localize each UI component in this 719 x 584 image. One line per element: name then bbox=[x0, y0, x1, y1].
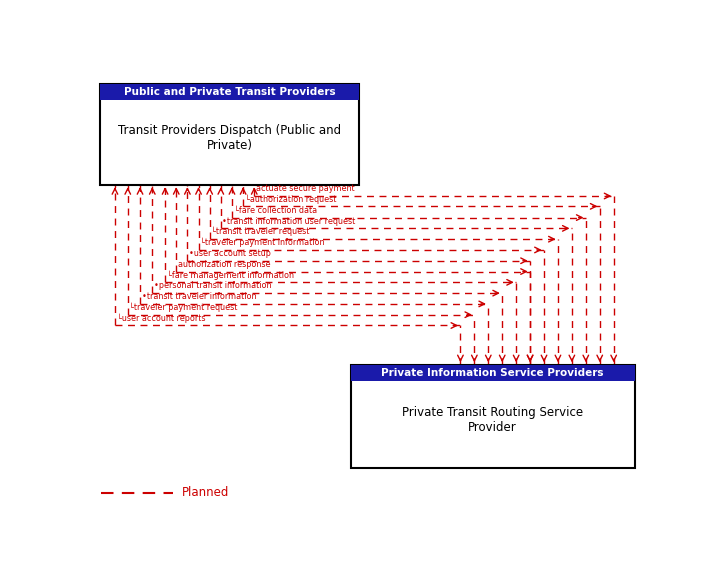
Text: •user account setup: •user account setup bbox=[189, 249, 271, 258]
Text: └traveler payment request: └traveler payment request bbox=[129, 303, 238, 312]
Bar bbox=[100, 84, 359, 100]
Text: └user account reports: └user account reports bbox=[116, 314, 205, 323]
Text: └transit traveler request: └transit traveler request bbox=[211, 227, 310, 237]
Text: actuate secure payment: actuate secure payment bbox=[256, 185, 354, 193]
Text: authorization response: authorization response bbox=[178, 260, 270, 269]
Text: •transit information user request: •transit information user request bbox=[222, 217, 356, 225]
Text: └traveler payment information: └traveler payment information bbox=[200, 238, 325, 247]
Bar bbox=[351, 364, 635, 468]
Text: └authorization request: └authorization request bbox=[244, 194, 336, 204]
Text: •transit traveler information: •transit traveler information bbox=[142, 292, 256, 301]
Bar bbox=[351, 364, 635, 381]
Text: Private Transit Routing Service
Provider: Private Transit Routing Service Provider bbox=[402, 406, 583, 434]
Text: └fare management information: └fare management information bbox=[167, 270, 294, 280]
Text: └fare collection data: └fare collection data bbox=[234, 206, 317, 215]
Text: Transit Providers Dispatch (Public and
Private): Transit Providers Dispatch (Public and P… bbox=[118, 124, 341, 152]
Text: Planned: Planned bbox=[182, 486, 229, 499]
Text: Public and Private Transit Providers: Public and Private Transit Providers bbox=[124, 86, 335, 97]
Bar bbox=[100, 84, 359, 185]
Text: •personal transit information: •personal transit information bbox=[154, 281, 272, 290]
Text: Private Information Service Providers: Private Information Service Providers bbox=[382, 368, 604, 378]
